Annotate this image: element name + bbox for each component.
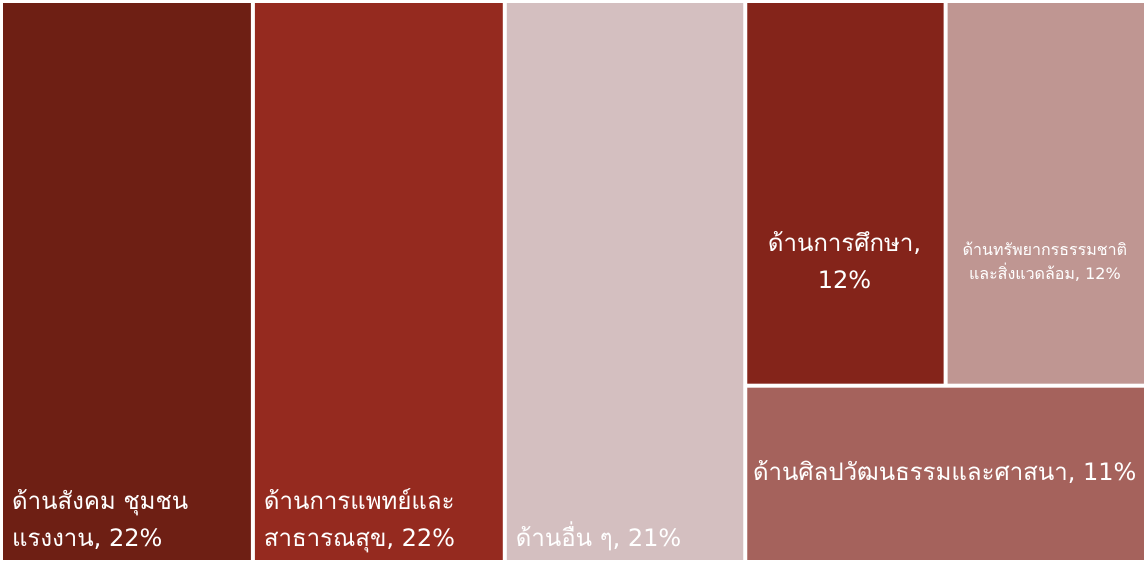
tile-label: ด้านศิลปวัฒนธรรมและศาสนา, 11% xyxy=(752,458,1137,487)
tile-label: ด้านการแพทย์และสาธารณสุข, 22% xyxy=(263,486,455,552)
tile-label: ด้านทรัพยากรธรรมชาติ และสิ่งแวดล้อม, 12% xyxy=(962,239,1127,284)
tile xyxy=(947,3,1144,384)
tile-label: ด้านสังคม ชุมชน แรงงาน, 22% xyxy=(12,486,189,552)
tile xyxy=(747,3,944,384)
tile xyxy=(747,387,1144,560)
tile xyxy=(254,3,503,560)
tile xyxy=(3,3,251,560)
tile xyxy=(506,3,744,560)
tile-label: ด้านการศึกษา, 12% xyxy=(767,229,921,295)
tile-label: ด้านอื่น ๆ, 21% xyxy=(515,523,682,552)
